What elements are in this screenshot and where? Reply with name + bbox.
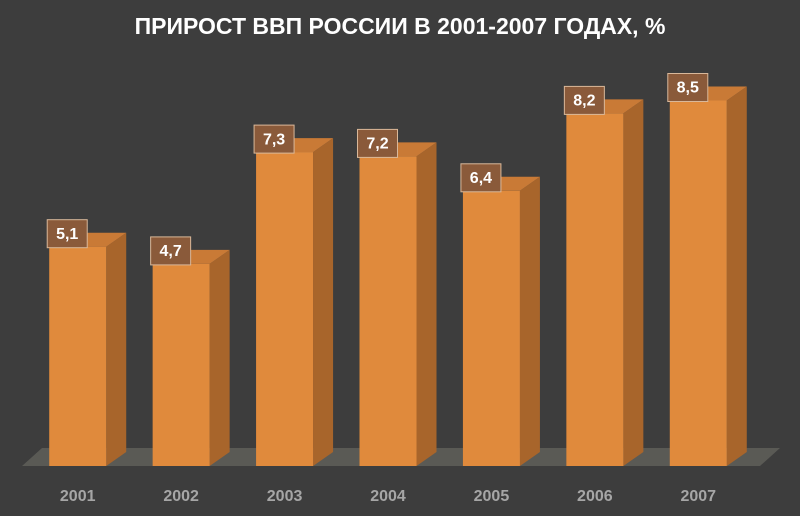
bar — [669, 100, 727, 466]
bar — [566, 113, 624, 467]
bar-side — [313, 138, 334, 466]
x-tick-label: 2006 — [577, 488, 613, 505]
bar-side — [519, 176, 540, 467]
bar — [152, 263, 210, 466]
value-label: 7,2 — [366, 136, 388, 153]
bar-side — [209, 249, 230, 466]
x-tick-label: 2007 — [680, 488, 716, 505]
value-label: 5,1 — [56, 226, 78, 243]
bar-side — [106, 232, 127, 466]
value-label: 7,3 — [263, 131, 285, 148]
value-label-box — [563, 85, 605, 115]
bar-side — [416, 142, 437, 466]
x-tick-label: 2001 — [60, 488, 96, 505]
bar — [256, 152, 314, 466]
x-tick-label: 2002 — [163, 488, 199, 505]
x-tick-label: 2004 — [370, 488, 406, 505]
bar — [359, 156, 417, 466]
bar — [49, 246, 107, 466]
value-label-box — [253, 124, 295, 154]
value-label-box — [460, 163, 502, 193]
value-label-box — [667, 73, 709, 102]
bar-side — [623, 99, 644, 467]
bar — [462, 190, 520, 467]
x-tick-label: 2003 — [267, 488, 303, 505]
value-label-box — [357, 128, 398, 158]
value-label: 8,5 — [677, 80, 699, 97]
value-label: 6,4 — [470, 170, 492, 187]
value-label-box — [46, 219, 88, 249]
value-label: 4,7 — [160, 243, 182, 260]
value-label: 8,2 — [573, 93, 595, 110]
x-tick-label: 2005 — [474, 488, 510, 505]
chart-title: ПРИРОСТ ВВП РОССИИ В 2001-2007 ГОДАХ, % — [135, 13, 666, 39]
bar-side — [726, 86, 747, 466]
value-label-box — [150, 236, 192, 266]
